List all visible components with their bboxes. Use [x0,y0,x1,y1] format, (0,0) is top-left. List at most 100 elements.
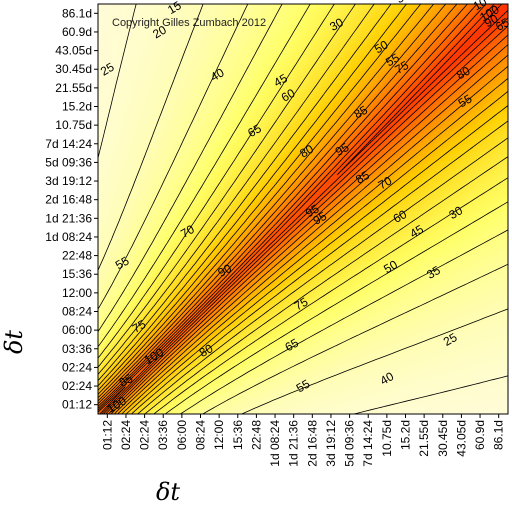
heatmap-cell [478,164,489,175]
heatmap-cell [108,74,119,85]
heatmap-cell [388,374,399,385]
heatmap-cell [468,14,479,25]
contour-line [98,4,508,414]
heatmap-cell [148,334,159,345]
heatmap-cell [508,114,512,125]
heatmap-cell [248,44,259,55]
heatmap-cell [148,184,159,195]
heatmap-cell [428,214,439,225]
heatmap-cell [398,224,409,235]
heatmap-cell [398,184,409,195]
heatmap-cell [318,214,329,225]
heatmap-cell [188,144,199,155]
heatmap-cell [498,294,508,305]
heatmap-cell [388,194,399,205]
contour-lines [98,4,508,414]
heatmap-cell [238,154,249,165]
heatmap-cell [428,164,439,175]
heatmap-cell [368,94,379,105]
heatmap-cell [178,24,189,35]
heatmap-cell [388,204,399,215]
heatmap-cell [218,394,229,405]
heatmap-cell [298,344,309,355]
heatmap-cell [418,164,429,175]
heatmap-cell [138,94,149,105]
heatmap-cell [268,64,279,75]
heatmap-cell [358,244,369,255]
heatmap-cell [428,174,439,185]
heatmap-cell [338,194,349,205]
heatmap-cell [418,334,429,345]
heatmap-cell [378,404,389,414]
heatmap-cell [508,324,512,335]
contour-line [98,4,508,414]
heatmap-cell [128,314,139,325]
heatmap-cell [428,204,439,215]
heatmap-cell [298,114,309,125]
heatmap-cell [248,104,259,115]
heatmap-cell [118,74,129,85]
heatmap-cell [298,64,309,75]
heatmap-cell [288,384,299,395]
heatmap-cell [228,254,239,265]
heatmap-cell [248,234,259,245]
heatmap-cell [198,294,209,305]
heatmap-cell [98,174,109,185]
heatmap-cell [208,244,219,255]
heatmap-cell [108,154,119,165]
heatmap-cell [118,254,129,265]
heatmap-cell [378,394,389,405]
heatmap-cell [158,234,169,245]
heatmap-cell [118,154,129,165]
heatmap-cell [328,304,339,315]
heatmap-cell [218,44,229,55]
heatmap-cell [268,174,279,185]
heatmap-cell [448,84,459,95]
heatmap-cell [148,4,159,15]
heatmap-cell [468,44,479,55]
heatmap-cell [428,324,439,335]
heatmap-cell [438,404,449,414]
heatmap-cell [128,294,139,305]
heatmap-cell [508,94,512,105]
heatmap-cell [358,404,369,414]
heatmap-cell [448,104,459,115]
heatmap-cell [438,344,449,355]
heatmap-cell [498,144,508,155]
heatmap-cell [198,254,209,265]
heatmap-cell [408,14,419,25]
heatmap-cell [228,174,239,185]
heatmap-cell [348,404,359,414]
heatmap-cell [278,134,289,145]
heatmap-cell [398,34,409,45]
heatmap-cell [298,214,309,225]
heatmap-cell [428,364,439,375]
heatmap-cell [358,314,369,325]
heatmap-cell [198,94,209,105]
heatmap-cell [208,174,219,185]
heatmap-cell [468,364,479,375]
heatmap-cell [238,264,249,275]
heatmap-cell [418,4,429,15]
heatmap-cell [398,254,409,265]
heatmap-cell [398,354,409,365]
contour-line [98,4,508,414]
heatmap-cell [378,314,389,325]
heatmap-cell [398,54,409,65]
heatmap-cell [388,124,399,135]
contour-label: 40 [378,369,397,388]
heatmap-cell [178,124,189,135]
heatmap-cell [468,384,479,395]
heatmap-cell [408,344,419,355]
heatmap-cell [258,324,269,335]
heatmap-cell [498,94,508,105]
heatmap-cell [328,114,339,125]
heatmap-cell [98,214,109,225]
heatmap-cell [368,74,379,85]
heatmap-cell [308,364,319,375]
heatmap-cell [238,34,249,45]
heatmap-cell [348,364,359,375]
heatmap-cell [238,364,249,375]
heatmap-cell [118,4,129,15]
y-tick-label: 08:24 [62,305,92,319]
